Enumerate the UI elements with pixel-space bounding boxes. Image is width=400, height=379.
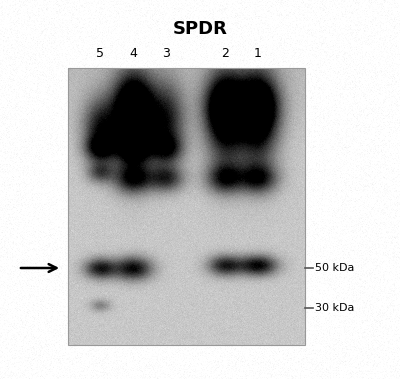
Text: 30 kDa: 30 kDa xyxy=(315,303,354,313)
Text: 4: 4 xyxy=(129,47,137,60)
Text: 5: 5 xyxy=(96,47,104,60)
Text: SPDR: SPDR xyxy=(172,20,228,38)
Text: 50 kDa: 50 kDa xyxy=(315,263,354,273)
Bar xyxy=(68,68,305,345)
Text: 2: 2 xyxy=(221,47,229,60)
Text: 1: 1 xyxy=(254,47,262,60)
Text: 3: 3 xyxy=(162,47,170,60)
